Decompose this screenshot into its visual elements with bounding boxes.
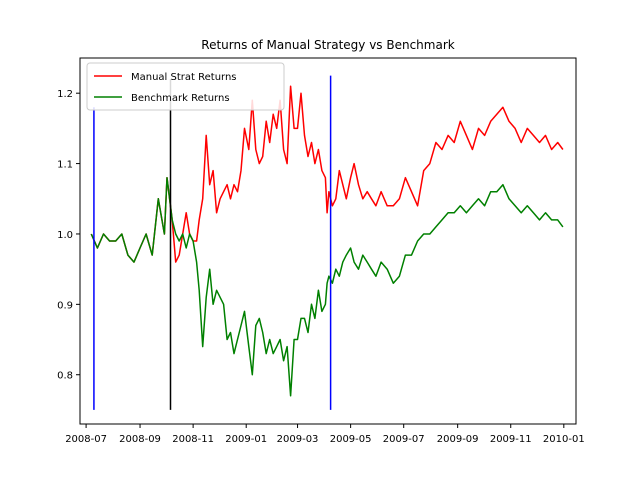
x-tick-label: 2009-05 [330,434,372,445]
x-tick-label: 2009-01 [225,434,267,445]
x-tick-label: 2009-11 [490,434,532,445]
chart-title: Returns of Manual Strategy vs Benchmark [201,38,454,52]
series-line-manual-strat [90,85,564,263]
axes-frame [79,57,577,425]
axis-ticks: 2008-07 2008-09 2008-11 2009-01 2009-03 2009-… [57,89,585,445]
x-tick-label: 2009-09 [437,434,479,445]
legend: Manual Strat Returns Benchmark Returns [86,62,285,111]
y-tick-label: 1.0 [57,230,73,241]
series-line-benchmark [90,176,564,397]
x-tick-label: 2010-01 [543,434,585,445]
legend-box [86,62,285,111]
x-tick-label: 2008-11 [172,434,214,445]
y-tick-label: 1.2 [57,89,73,100]
x-tick-label: 2008-09 [119,434,161,445]
y-tick-label: 0.8 [57,371,73,382]
plot-area [90,75,564,410]
y-tick-label: 0.9 [57,300,73,311]
x-tick-label: 2008-07 [65,434,107,445]
legend-label-benchmark: Benchmark Returns [131,93,230,104]
x-tick-label: 2009-03 [277,434,319,445]
y-tick-label: 1.1 [57,160,73,171]
x-tick-label: 2009-07 [383,434,425,445]
legend-label-manual: Manual Strat Returns [131,72,237,83]
